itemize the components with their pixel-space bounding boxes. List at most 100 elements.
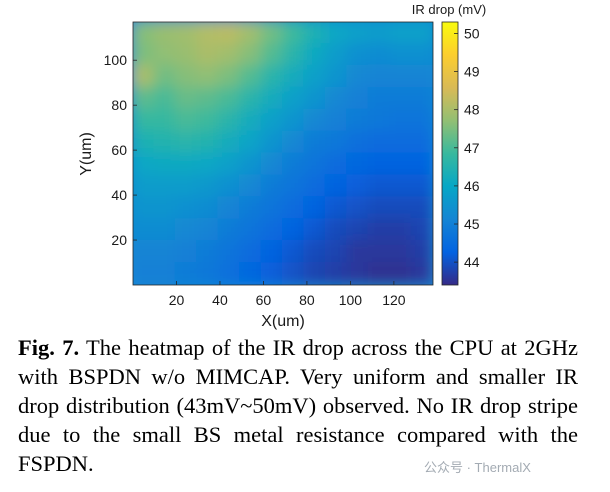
heatmap-cell — [153, 108, 177, 133]
heatmap-cell — [174, 64, 199, 89]
heatmap-cell — [282, 174, 306, 199]
heatmap-cell — [153, 240, 177, 265]
heatmap-cell — [196, 86, 220, 111]
heatmap-cell — [217, 22, 242, 45]
y-axis-ticks: 20 40 60 80 100 — [104, 52, 137, 248]
heatmap-cell — [324, 240, 349, 265]
heatmap-cell — [174, 174, 199, 199]
heatmap-cell — [367, 42, 392, 67]
plot-frame — [132, 21, 434, 286]
heatmap-cell — [346, 22, 370, 45]
heatmap-cell — [196, 196, 220, 221]
heatmap-cell — [217, 218, 242, 243]
heatmap-cell — [260, 108, 284, 133]
heatmap-cell — [133, 86, 156, 111]
heatmap-cell — [389, 130, 413, 155]
heatmap-cell — [410, 262, 433, 285]
heatmap-cell — [174, 42, 199, 67]
heatmap-cell — [389, 174, 413, 199]
heatmap-cell — [196, 262, 220, 285]
heatmap-cell — [303, 42, 327, 67]
heatmap-cell — [153, 130, 177, 155]
heatmap-cell — [260, 64, 284, 89]
heatmap-cell — [153, 22, 177, 45]
heatmap-cell — [410, 130, 433, 155]
heatmap-cell — [260, 86, 284, 111]
heatmap-cell — [196, 152, 220, 177]
heatmap-cell — [367, 152, 392, 177]
heatmap-cell — [153, 262, 177, 285]
colorbar — [441, 21, 459, 286]
heatmap-cells — [133, 22, 433, 285]
heatmap-cell — [196, 108, 220, 133]
watermark-text: 公众号 · ThermalX — [424, 460, 531, 475]
heatmap-cell — [389, 152, 413, 177]
heatmap-cell — [389, 42, 413, 67]
heatmap-cell — [346, 262, 370, 285]
heatmap-cell — [324, 42, 349, 67]
heatmap-cell — [174, 152, 199, 177]
heatmap-cell — [174, 108, 199, 133]
heatmap-cell — [346, 64, 370, 89]
heatmap-cell — [410, 86, 433, 111]
heatmap-cell — [217, 152, 242, 177]
x-tick-label: 40 — [212, 292, 228, 308]
heatmap-cell — [367, 240, 392, 265]
heatmap-cell — [346, 130, 370, 155]
heatmap-cell — [239, 196, 263, 221]
heatmap-cell — [239, 108, 263, 133]
heatmap-cell — [324, 262, 349, 285]
caption-text: The heatmap of the IR drop across the CP… — [18, 335, 579, 476]
heatmap-cell — [303, 174, 327, 199]
heatmap-cell — [174, 130, 199, 155]
heatmap-cell — [389, 86, 413, 111]
heatmap-cell — [303, 130, 327, 155]
colorbar-tick-label: 45 — [464, 216, 480, 232]
heatmap-cell — [367, 108, 392, 133]
heatmap-cell — [282, 196, 306, 221]
heatmap-cell — [260, 240, 284, 265]
heatmap-cell — [133, 64, 156, 89]
heatmap-cell — [367, 22, 392, 45]
heatmap-cell — [133, 240, 156, 265]
heatmap-cell — [133, 174, 156, 199]
heatmap-cell — [260, 152, 284, 177]
heatmap-cell — [133, 262, 156, 285]
heatmap-cell — [303, 240, 327, 265]
heatmap-cell — [217, 108, 242, 133]
heatmap-cell — [282, 130, 306, 155]
heatmap-cell — [260, 196, 284, 221]
heatmap-figure: 20 40 60 80 100 120 20 40 60 80 100 X(um) Y(um) 4… — [78, 2, 486, 330]
heatmap-cell — [389, 22, 413, 45]
colorbar-tick-label: 50 — [464, 25, 480, 41]
heatmap-cell — [260, 130, 284, 155]
heatmap-cell — [174, 196, 199, 221]
heatmap-cell — [174, 218, 199, 243]
heatmap-cell — [174, 22, 199, 45]
heatmap-cell — [282, 218, 306, 243]
heatmap-cell — [133, 22, 156, 45]
heatmap-cell — [282, 64, 306, 89]
heatmap-cell — [410, 22, 433, 45]
heatmap-cell — [324, 174, 349, 199]
heatmap-cell — [303, 64, 327, 89]
heatmap-cell — [239, 152, 263, 177]
heatmap-cell — [239, 218, 263, 243]
heatmap-cell — [260, 218, 284, 243]
heatmap-cell — [410, 42, 433, 67]
heatmap-cell — [346, 42, 370, 67]
heatmap-cell — [410, 108, 433, 133]
y-tick-label: 80 — [111, 97, 127, 113]
heatmap-cell — [196, 218, 220, 243]
heatmap-cell — [324, 196, 349, 221]
heatmap-cell — [153, 218, 177, 243]
heatmap-cell — [282, 152, 306, 177]
heatmap-cell — [303, 86, 327, 111]
heatmap-cell — [196, 64, 220, 89]
heatmap-cell — [389, 240, 413, 265]
heatmap-cell — [239, 42, 263, 67]
heatmap-cell — [303, 196, 327, 221]
x-tick-label: 80 — [299, 292, 315, 308]
heatmap-cell — [324, 64, 349, 89]
heatmap-cell — [303, 108, 327, 133]
